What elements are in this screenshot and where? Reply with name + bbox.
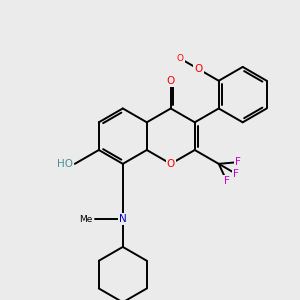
- Text: F: F: [232, 169, 238, 178]
- Text: HO: HO: [56, 159, 73, 169]
- Text: Me: Me: [80, 215, 93, 224]
- Text: O: O: [167, 76, 175, 86]
- Text: O: O: [167, 159, 175, 169]
- Text: F: F: [235, 157, 241, 167]
- Text: F: F: [224, 176, 230, 186]
- Text: O: O: [194, 64, 202, 74]
- Text: O: O: [177, 54, 184, 63]
- Text: N: N: [119, 214, 127, 224]
